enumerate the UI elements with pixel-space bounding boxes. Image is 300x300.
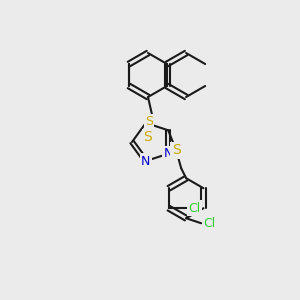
Text: N: N: [141, 154, 151, 167]
Text: Cl: Cl: [189, 202, 201, 215]
Text: S: S: [144, 130, 152, 144]
Text: Cl: Cl: [203, 217, 215, 230]
Text: N: N: [164, 147, 173, 160]
Text: S: S: [172, 143, 181, 157]
Text: S: S: [145, 116, 153, 128]
